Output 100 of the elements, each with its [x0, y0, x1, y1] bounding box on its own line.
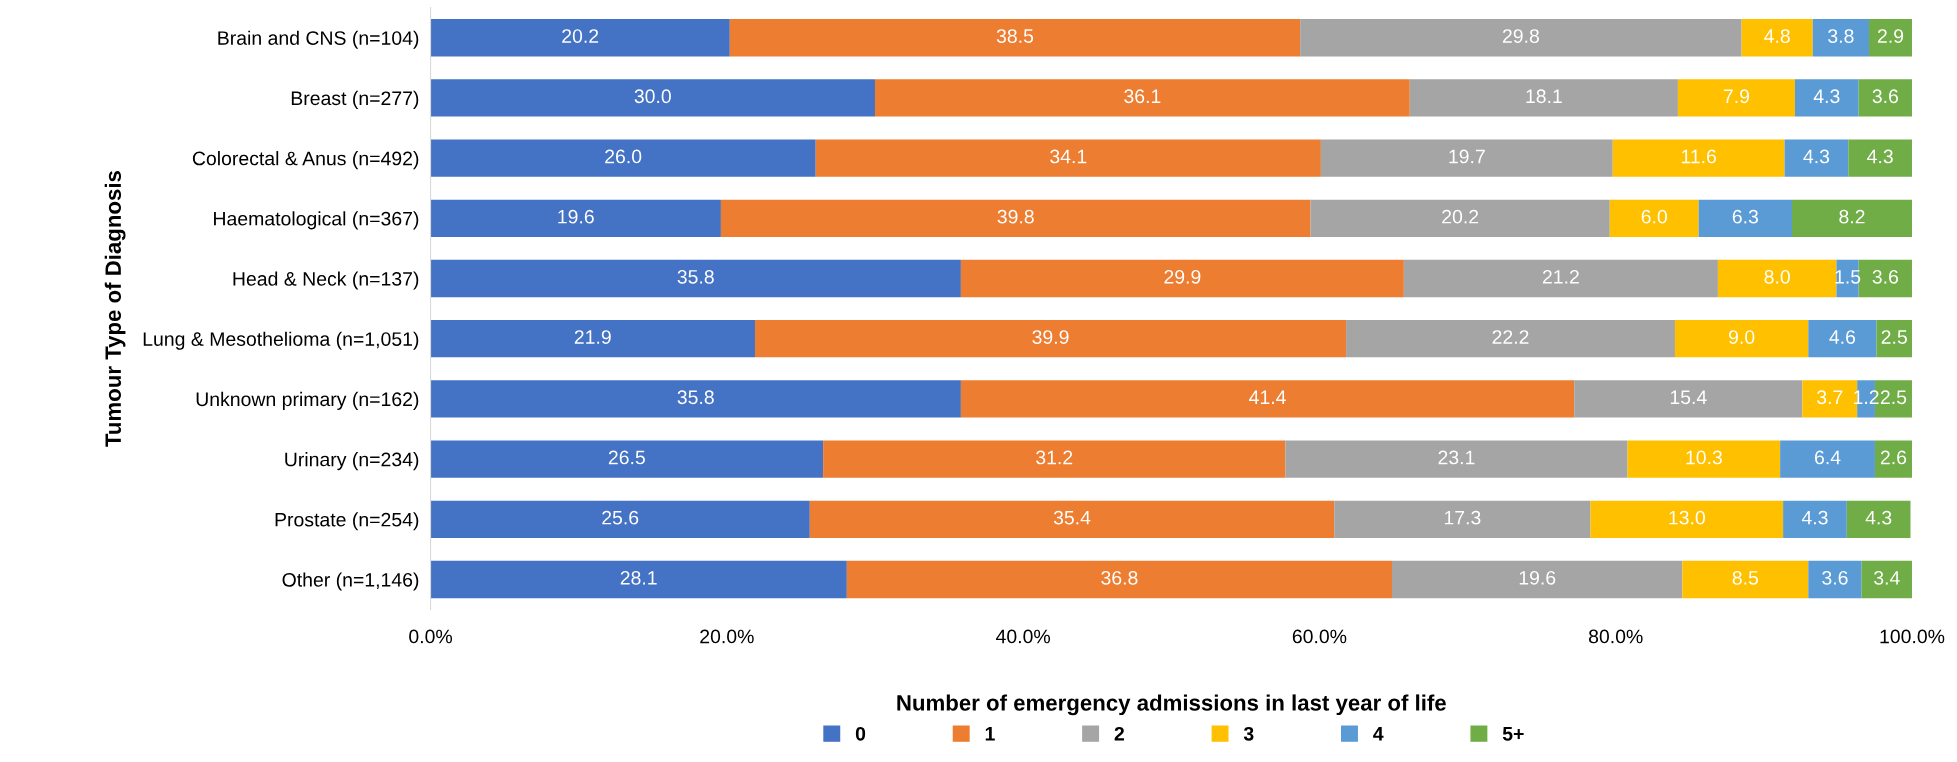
bar [754, 320, 1347, 358]
bar [1285, 440, 1628, 478]
y-tick-label: Haematological (n=367) [214, 211, 419, 230]
data-label: 4.3 [1867, 149, 1893, 164]
data-label: 35.8 [677, 390, 714, 405]
data-label: 2.9 [1877, 29, 1904, 43]
bar [1808, 320, 1877, 358]
data-label: 3.8 [1828, 29, 1854, 43]
bar [1791, 199, 1912, 237]
data-label: 10.3 [1686, 450, 1722, 465]
data-label: 3.7 [1817, 390, 1843, 405]
bar [1848, 139, 1912, 177]
bar [1403, 259, 1718, 298]
bar [960, 259, 1404, 298]
bar [430, 320, 755, 358]
bar [1674, 320, 1809, 358]
data-label: 29.8 [1502, 29, 1539, 43]
y-tick-label: Head & Neck (n=137) [233, 271, 419, 290]
bar [1784, 139, 1849, 177]
data-label: 21.9 [574, 330, 611, 344]
data-label: 26.0 [605, 149, 642, 164]
data-label: 19.6 [558, 209, 594, 224]
data-label: 36.1 [1124, 89, 1161, 104]
bar [809, 500, 1335, 538]
y-tick-label: Prostate (n=254) [275, 512, 419, 531]
y-tick-label: Urinary (n=234) [285, 452, 419, 471]
data-label: 20.2 [562, 29, 599, 43]
data-label: 15.4 [1670, 390, 1707, 405]
data-label: 4.3 [1813, 89, 1840, 104]
bar [1677, 79, 1795, 117]
legend-label: 2 [1114, 726, 1124, 741]
data-label: 19.6 [1519, 570, 1556, 585]
bar [1858, 79, 1912, 117]
data-label: 13.0 [1669, 510, 1705, 525]
bar [430, 440, 824, 478]
data-label: 35.8 [677, 269, 714, 284]
bar [1627, 440, 1781, 478]
data-label: 23.1 [1438, 450, 1475, 465]
y-tick-label: Unknown primary (n=162) [196, 391, 419, 410]
data-label: 36.8 [1101, 570, 1138, 585]
legend-label: 4 [1373, 727, 1384, 741]
data-label: 35.4 [1053, 510, 1091, 525]
x-axis-title: Number of emergency admissions in last year of life [897, 694, 1446, 716]
data-label: 20.2 [1442, 209, 1479, 224]
data-label: 8.5 [1732, 570, 1759, 585]
data-label: 17.3 [1444, 510, 1481, 525]
legend-label: 1 [985, 727, 995, 741]
bar [1612, 139, 1785, 177]
data-label: 8.0 [1764, 269, 1790, 284]
y-tick-label: Brain and CNS (n=104) [218, 30, 419, 49]
y-tick-label: Colorectal & Anus (n=492) [192, 151, 419, 170]
x-tick-label: 20.0% [700, 629, 754, 644]
bar [1392, 560, 1683, 599]
data-label: 6.0 [1641, 209, 1667, 224]
bar [430, 139, 816, 177]
data-label: 19.7 [1449, 149, 1485, 164]
data-label: 2.6 [1880, 450, 1907, 465]
data-label: 34.1 [1050, 149, 1087, 164]
data-label: 6.3 [1732, 209, 1758, 224]
data-label: 41.4 [1249, 390, 1286, 404]
bar [1783, 500, 1847, 538]
data-label: 11.6 [1681, 149, 1717, 164]
bar [729, 19, 1301, 57]
legend-label: 3 [1243, 726, 1254, 741]
data-label: 30.0 [634, 89, 671, 104]
bar [430, 19, 730, 57]
data-label: 31.2 [1036, 450, 1073, 465]
legend-label: 0 [855, 726, 866, 741]
data-label: 26.5 [608, 450, 645, 465]
bar [1346, 320, 1675, 358]
data-label: 18.1 [1526, 89, 1562, 104]
data-label: 3.6 [1822, 570, 1848, 585]
bar [1846, 500, 1911, 538]
data-label: 4.6 [1829, 330, 1856, 344]
x-tick-label: 100.0% [1880, 629, 1945, 644]
legend-label: 5+ [1502, 727, 1524, 741]
bar [1409, 79, 1678, 117]
data-label: 4.8 [1764, 29, 1790, 43]
data-label: 2.5 [1880, 390, 1907, 405]
data-label: 4.3 [1801, 510, 1828, 525]
bar [430, 79, 875, 117]
bar [1812, 19, 1870, 57]
bar [430, 199, 721, 237]
bar [823, 440, 1286, 478]
data-label: 3.6 [1872, 89, 1898, 104]
data-label: 39.8 [997, 209, 1034, 224]
x-tick-label: 80.0% [1588, 629, 1643, 644]
x-tick-label: 40.0% [996, 629, 1050, 644]
bar [430, 259, 961, 298]
data-label: 38.5 [996, 29, 1034, 43]
bar [1869, 19, 1912, 57]
bar [846, 560, 1392, 599]
data-label: 7.9 [1723, 89, 1750, 104]
data-label: 6.4 [1815, 450, 1841, 465]
bar [1874, 440, 1912, 478]
bar [815, 139, 1321, 177]
bar [1682, 560, 1809, 599]
bar [1698, 199, 1792, 237]
bar [874, 79, 1410, 117]
data-label: 3.4 [1874, 570, 1900, 585]
